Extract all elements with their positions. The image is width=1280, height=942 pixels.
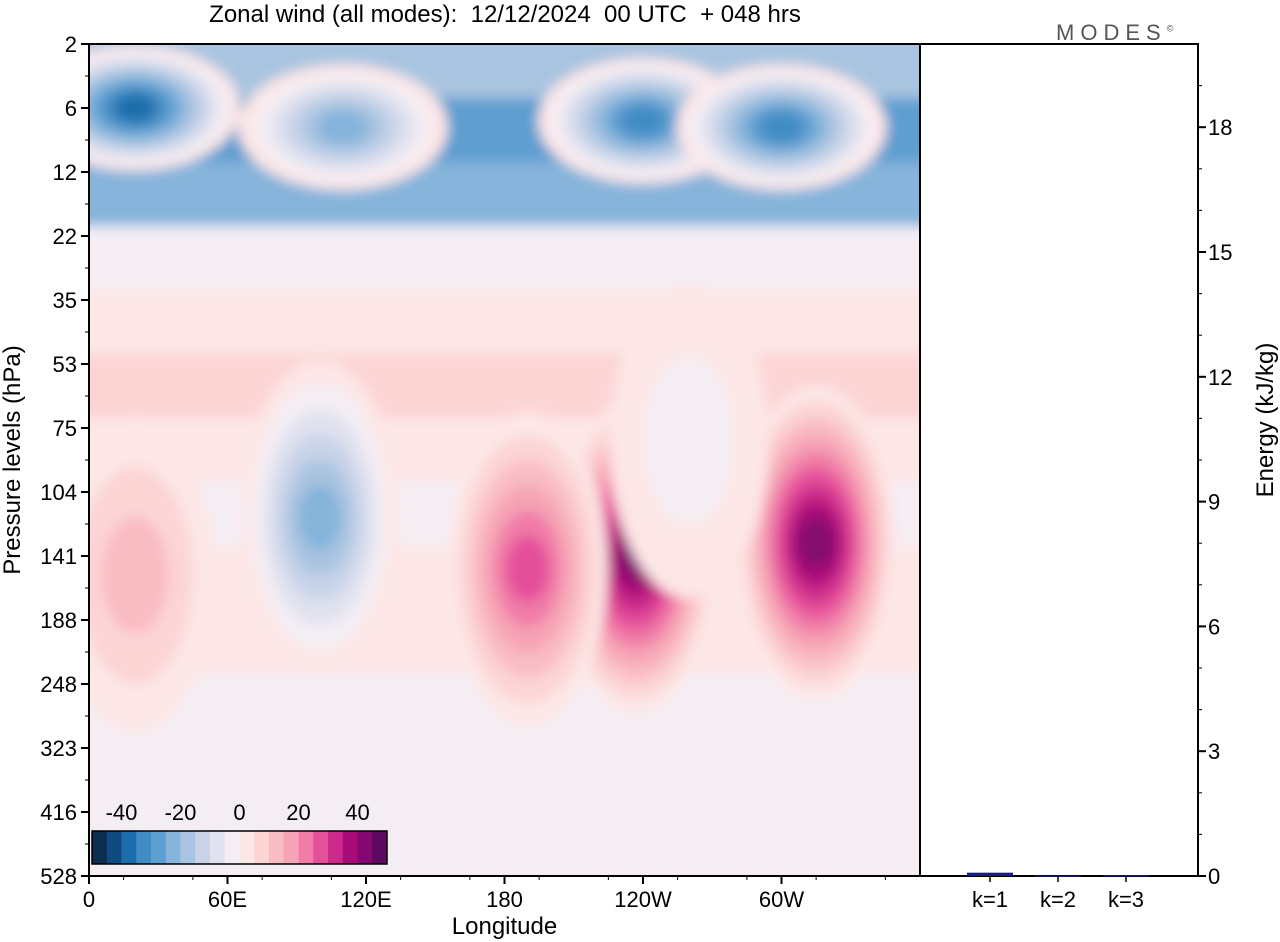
energy-y-tick-label: 6 [1208, 614, 1220, 639]
colorbar-swatch [342, 831, 358, 864]
colorbar-swatch [313, 831, 329, 864]
y-tick-label: 2 [65, 32, 77, 57]
chart-title: Zonal wind (all modes): 12/12/2024 00 UT… [209, 1, 801, 28]
y-axis-label: Pressure levels (hPa) [0, 345, 26, 574]
wind-contour-8 [101, 517, 169, 634]
colorbar-swatch [328, 831, 344, 864]
energy-plot-frame [919, 43, 1199, 877]
wind-contour-1 [317, 110, 369, 145]
colorbar-swatch [136, 831, 152, 864]
logo-text: MODES [1056, 20, 1167, 45]
colorbar-swatch [165, 831, 181, 864]
x-axis-label: Longitude [452, 913, 557, 940]
colorbar-swatch [92, 831, 108, 864]
y-tick-label: 188 [40, 608, 77, 633]
colorbar-tick-label: -20 [165, 800, 197, 825]
wind-contour-3 [759, 112, 804, 143]
wind-contour-6 [798, 518, 834, 568]
colorbar-swatch [106, 831, 122, 864]
y-tick-label: 22 [53, 224, 77, 249]
colorbar-frame [91, 830, 388, 865]
x-tick-label: 60E [208, 887, 247, 912]
y-tick-label: 248 [40, 672, 77, 697]
x-tick-label: 0 [83, 887, 95, 912]
colorbar-tick-label: -40 [106, 800, 138, 825]
wind-contour-2 [621, 105, 665, 136]
colorbar-tick-label: 40 [345, 800, 369, 825]
wind-contour-7 [505, 535, 550, 602]
wind-contour-4 [298, 484, 342, 551]
colorbar-swatch [121, 831, 137, 864]
colorbar-swatch [372, 831, 388, 864]
x-tick-label: 120E [340, 887, 391, 912]
x-tick-label: 180 [486, 887, 523, 912]
colorbar-swatch [224, 831, 240, 864]
colorbar-swatch [151, 831, 167, 864]
energy-x-tick-label: k=1 [972, 887, 1008, 912]
wind-contour-0 [114, 93, 156, 123]
colorbar-swatch [195, 831, 211, 864]
energy-y-tick-label: 0 [1208, 864, 1220, 889]
y-tick-label: 35 [53, 288, 77, 313]
energy-x-tick-label: k=2 [1040, 887, 1076, 912]
y-tick-label: 104 [40, 480, 77, 505]
colorbar: -40 -20 0 20 40 [91, 800, 388, 865]
y-tick-label: 323 [40, 736, 77, 761]
wind-contour-9 [644, 357, 735, 524]
energy-y-tick-label: 9 [1208, 490, 1220, 515]
energy-bar-chart: 0 3 6 9 12 15 18 Energy (kJ/kg) k=1 k=2 k=3 [919, 43, 1279, 912]
y-tick-label: 75 [53, 416, 77, 441]
colorbar-swatch [298, 831, 314, 864]
energy-y-tick-label: 15 [1208, 240, 1232, 265]
energy-y-tick-label: 12 [1208, 365, 1232, 390]
x-tick-label: 120W [614, 887, 672, 912]
y-tick-label: 53 [53, 352, 77, 377]
energy-bar-k=1 [967, 872, 1013, 876]
colorbar-swatch [283, 831, 299, 864]
modes-logo: MODES© [1056, 20, 1173, 46]
colorbar-tick-label: 20 [286, 800, 310, 825]
colorbar-swatch [210, 831, 226, 864]
energy-x-tick-label: k=3 [1108, 887, 1144, 912]
y-tick-label: 12 [53, 160, 77, 185]
energy-y-tick-label: 18 [1208, 115, 1232, 140]
colorbar-tick-label: 0 [233, 800, 245, 825]
energy-y-tick-label: 3 [1208, 739, 1220, 764]
y-tick-label: 6 [65, 96, 77, 121]
x-tick-label: 60W [759, 887, 804, 912]
logo-copyright-mark: © [1166, 23, 1174, 34]
colorbar-swatch [239, 831, 255, 864]
colorbar-swatch [269, 831, 285, 864]
y-tick-label: 141 [40, 544, 77, 569]
contour-blobs [89, 44, 920, 876]
colorbar-swatch [180, 831, 196, 864]
colorbar-swatch [254, 831, 270, 864]
y-tick-label: 528 [40, 864, 77, 889]
energy-bar-k=3 [1103, 875, 1149, 877]
energy-axis-label: Energy (kJ/kg) [1252, 343, 1279, 498]
zonal-wind-contour-field [89, 44, 920, 876]
y-tick-label: 416 [40, 800, 77, 825]
colorbar-swatch [357, 831, 373, 864]
